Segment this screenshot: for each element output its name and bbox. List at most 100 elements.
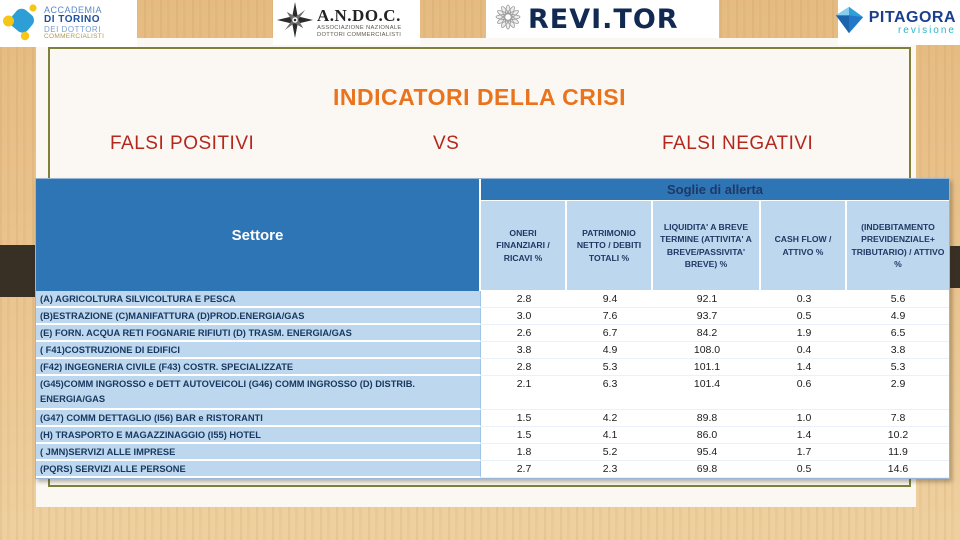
table-row: (G45)COMM INGROSSO e DETT AUTOVEICOLI (G… [36,376,949,410]
sector-cell: (PQRS) SERVIZI ALLE PERSONE [36,461,481,478]
value-cell: 101.4 [653,376,761,410]
ratio-column-headers: ONERI FINANZIARI / RICAVI % PATRIMONIO N… [481,201,949,290]
falsi-negativi-label: FALSI NEGATIVI [662,133,814,154]
value-cell: 3.8 [847,342,949,359]
value-cell: 3.8 [481,342,567,359]
value-cell: 0.3 [761,291,847,308]
value-cell: 92.1 [653,291,761,308]
value-cell: 6.7 [567,325,653,342]
value-cell: 1.0 [761,410,847,427]
value-cell: 6.5 [847,325,949,342]
table-row: ( JMN)SERVIZI ALLE IMPRESE 1.8 5.2 95.4 1.7… [36,444,949,461]
value-cell: 2.6 [481,325,567,342]
logo-accademia-torino: ACCADEMIA DI TORINO DEI DOTTORI COMMERCI… [0,0,137,47]
sector-cell: ( F41)COSTRUZIONE DI EDIFICI [36,342,481,359]
value-cell: 1.4 [761,359,847,376]
value-cell: 4.2 [567,410,653,427]
value-cell: 0.4 [761,342,847,359]
accademia-line4: COMMERCIALISTI [44,33,105,41]
accademia-line2: DI TORINO [44,14,100,26]
andoc-subtitle-line2: DOTTORI COMMERCIALISTI [317,31,402,38]
value-cell: 2.8 [481,359,567,376]
value-cell: 1.5 [481,410,567,427]
value-cell: 0.5 [761,308,847,325]
table-row: (F42) INGEGNERIA CIVILE (F43) COSTR. SPE… [36,359,949,376]
column-header-cashflow: CASH FLOW / ATTIVO % [761,201,847,290]
table-row: (B)ESTRAZIONE (C)MANIFATTURA (D)PROD.ENE… [36,308,949,325]
value-cell: 5.3 [847,359,949,376]
value-cell: 2.1 [481,376,567,410]
value-cell: 2.9 [847,376,949,410]
value-cell: 10.2 [847,427,949,444]
pitagora-diamond-icon [832,2,866,43]
sector-cell: ( JMN)SERVIZI ALLE IMPRESE [36,444,481,461]
sector-cell: (A) AGRICOLTURA SILVICOLTURA E PESCA [36,291,481,308]
value-cell: 9.4 [567,291,653,308]
thresholds-header-group: Soglie di allerta ONERI FINANZIARI / RIC… [481,179,949,291]
sector-cell: (G47) COMM DETTAGLIO (I56) BAR e RISTORA… [36,410,481,427]
andoc-logo-text: A.N.DO.C. ASSOCIAZIONE NAZIONALE DOTTORI… [317,5,402,38]
column-header-liquidita: LIQUIDITA' A BREVE TERMINE (ATTIVITA' A … [653,201,761,290]
table-header: Settore Soglie di allerta ONERI FINANZIA… [36,179,949,291]
value-cell: 5.3 [567,359,653,376]
table-row: (PQRS) SERVIZI ALLE PERSONE 2.7 2.3 69.8 0.… [36,461,949,478]
value-cell: 2.7 [481,461,567,478]
pitagora-subtitle: revisione [897,24,956,36]
value-cell: 14.6 [847,461,949,478]
sector-column-header: Settore [36,179,481,291]
logo-andoc: A.N.DO.C. ASSOCIAZIONE NAZIONALE DOTTORI… [273,0,420,45]
pitagora-title: PITAGORA [868,8,956,26]
accademia-logo-icon [3,1,41,46]
andoc-star-icon [277,0,313,45]
value-cell: 11.9 [847,444,949,461]
table-row: (A) AGRICOLTURA SILVICOLTURA E PESCA 2.8… [36,291,949,308]
value-cell: 101.1 [653,359,761,376]
falsi-positivi-label: FALSI POSITIVI [110,133,255,154]
sector-cell: (E) FORN. ACQUA RETI FOGNARIE RIFIUTI (D… [36,325,481,342]
vs-label: VS [433,133,460,154]
sector-cell: (H) TRASPORTO E MAGAZZINAGGIO (I55) HOTE… [36,427,481,444]
soglie-di-allerta-header: Soglie di allerta [481,179,949,201]
value-cell: 2.8 [481,291,567,308]
value-cell: 1.5 [481,427,567,444]
value-cell: 4.9 [847,308,949,325]
value-cell: 4.1 [567,427,653,444]
value-cell: 93.7 [653,308,761,325]
revitor-rosette-icon [492,1,524,38]
sector-cell: (G45)COMM INGROSSO e DETT AUTOVEICOLI (G… [36,376,481,410]
sector-cell: (F42) INGEGNERIA CIVILE (F43) COSTR. SPE… [36,359,481,376]
value-cell: 95.4 [653,444,761,461]
column-header-indebitamento: (INDEBITAMENTO PREVIDENZIALE+ TRIBUTARIO… [847,201,949,290]
value-cell: 89.8 [653,410,761,427]
value-cell: 5.2 [567,444,653,461]
table-row: (G47) COMM DETTAGLIO (I56) BAR e RISTORA… [36,410,949,427]
value-cell: 1.8 [481,444,567,461]
table-row: (E) FORN. ACQUA RETI FOGNARIE RIFIUTI (D… [36,325,949,342]
value-cell: 5.6 [847,291,949,308]
value-cell: 6.3 [567,376,653,410]
desk-shadow-left [0,245,35,297]
value-cell: 1.4 [761,427,847,444]
value-cell: 2.3 [567,461,653,478]
sector-cell: (B)ESTRAZIONE (C)MANIFATTURA (D)PROD.ENE… [36,308,481,325]
value-cell: 4.9 [567,342,653,359]
column-header-oneri: ONERI FINANZIARI / RICAVI % [481,201,567,290]
value-cell: 3.0 [481,308,567,325]
value-cell: 1.7 [761,444,847,461]
revitor-title: REVI.TOR [528,3,679,35]
value-cell: 7.8 [847,410,949,427]
logo-pitagora: PITAGORA revisione [835,0,960,45]
crisis-indicators-table: Settore Soglie di allerta ONERI FINANZIA… [35,178,950,479]
andoc-subtitle-line1: ASSOCIAZIONE NAZIONALE [317,25,402,32]
value-cell: 0.5 [761,461,847,478]
page-title: INDICATORI DELLA CRISI [333,84,626,110]
accademia-line3: DEI DOTTORI [44,24,101,34]
accademia-line1: ACCADEMIA [44,4,103,15]
value-cell: 84.2 [653,325,761,342]
value-cell: 0.6 [761,376,847,410]
table-row: ( F41)COSTRUZIONE DI EDIFICI 3.8 4.9 108.0… [36,342,949,359]
table-row: (H) TRASPORTO E MAGAZZINAGGIO (I55) HOTE… [36,427,949,444]
column-header-patrimonio: PATRIMONIO NETTO / DEBITI TOTALI % [567,201,653,290]
andoc-title: A.N.DO.C. [317,5,401,25]
value-cell: 108.0 [653,342,761,359]
